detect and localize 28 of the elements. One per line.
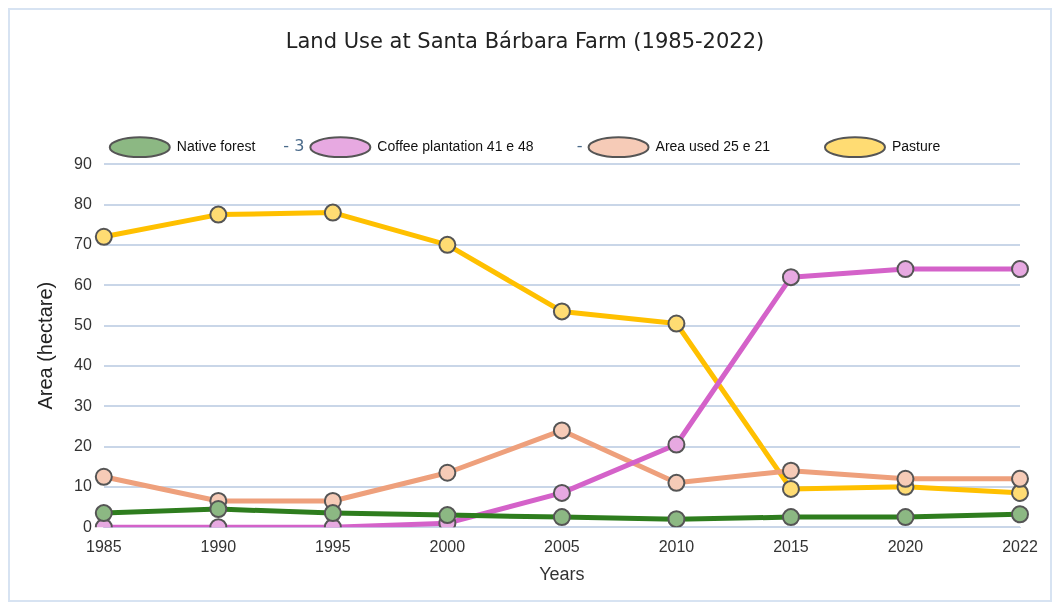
y-tick-label: 10 [74,477,92,495]
x-tick-label: 2022 [1002,538,1038,556]
x-tick-label: 1985 [86,538,122,556]
legend-label: Pasture [891,138,941,155]
x-tick-label: 1990 [200,538,237,556]
text: - [576,136,583,156]
legend-label: Area used 25 e 21 [655,138,771,155]
y-tick-label: 60 [74,275,92,293]
y-tick-label: 70 [74,235,92,253]
x-tick-label: 2000 [429,538,466,556]
x-tick-label: 2005 [544,538,580,556]
legend-label: Coffee plantation 41 e 48 [377,138,534,155]
y-tick-label: 20 [74,436,92,454]
y-tick-label: 90 [74,154,92,172]
text: - 3 [283,136,305,156]
x-axis-title: Years [539,564,585,585]
y-tick-label: 30 [74,396,92,414]
chart-title: Land Use at Santa Bárbara Farm (1985-2022) [285,29,765,54]
x-tick-label: 2020 [887,538,924,556]
y-tick-label: 80 [74,194,92,212]
y-axis-title: Area (hectare) [33,281,56,410]
y-tick-label: 0 [82,517,92,535]
x-tick-label: 2015 [773,538,809,556]
x-tick-label: 2010 [658,538,695,556]
x-tick-label: 1995 [315,538,351,556]
y-tick-label: 50 [74,315,92,333]
legend-label: Native forest [176,138,256,155]
y-tick-label: 40 [74,356,92,374]
